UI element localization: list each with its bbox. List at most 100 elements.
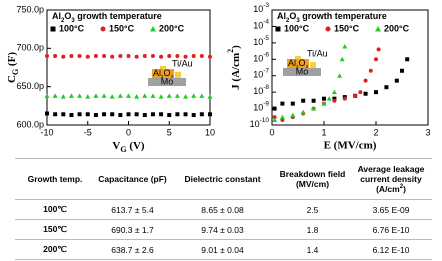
- legend-title: Al2O3 growth temperature: [277, 11, 387, 23]
- data-point: [102, 112, 107, 117]
- data-point: [272, 115, 277, 120]
- legend-label: 200°C: [159, 23, 185, 33]
- inset-dielectric: [152, 69, 174, 78]
- data-point: [301, 98, 306, 103]
- data-point: [118, 113, 123, 118]
- x-tick-label: 0: [126, 127, 131, 137]
- data-point: [208, 54, 212, 59]
- table-cell: 9.74 ± 0.03: [170, 219, 275, 240]
- legend-marker: [375, 26, 381, 32]
- data-point: [45, 111, 49, 116]
- inset-electrode: [175, 72, 181, 78]
- x-tick-label: -10: [40, 127, 53, 137]
- inset-electrode: [310, 62, 316, 68]
- data-point: [331, 89, 337, 95]
- legend-label: 150°C: [109, 23, 135, 33]
- data-point: [93, 113, 98, 118]
- data-point: [110, 54, 115, 59]
- data-point: [150, 112, 155, 117]
- data-point: [117, 93, 123, 98]
- data-point: [167, 113, 172, 118]
- data-point: [134, 94, 140, 99]
- data-point: [134, 112, 139, 117]
- data-point: [290, 112, 296, 118]
- data-point: [358, 90, 363, 95]
- data-point: [183, 54, 188, 59]
- table-cell: 2.5: [275, 199, 350, 220]
- table-cell: 1.4: [275, 239, 350, 260]
- table-cell: 9.01 ± 0.04: [170, 239, 275, 260]
- data-point: [85, 54, 90, 59]
- y-tick-label: 750.0p: [16, 4, 44, 14]
- inset-label: Mo: [161, 76, 174, 86]
- data-point: [69, 54, 74, 58]
- y-tick-label: 10-9: [253, 100, 269, 113]
- y-tick-label: 10-10: [250, 117, 270, 130]
- data-point: [101, 93, 107, 98]
- data-point: [199, 112, 204, 117]
- x-tick-label: 5: [167, 127, 172, 137]
- data-point: [109, 94, 115, 99]
- header-cell: Breakdown field (MV/cm): [275, 158, 350, 200]
- data-point: [85, 94, 91, 99]
- data-point: [61, 54, 66, 59]
- data-point: [134, 54, 139, 59]
- inset-label: Ti/Au: [172, 58, 193, 68]
- data-point: [394, 78, 399, 83]
- legend-marker: [50, 26, 56, 32]
- data-point: [199, 54, 204, 58]
- data-point: [77, 93, 83, 98]
- data-point: [102, 54, 107, 58]
- legend-marker: [325, 26, 331, 32]
- data-point: [175, 54, 180, 58]
- inset-label: Al2O3: [153, 68, 174, 78]
- data-point: [183, 112, 188, 117]
- plot-frame: [271, 9, 429, 126]
- data-point: [363, 78, 368, 83]
- data-point: [272, 106, 277, 111]
- table-row: 100℃ 613.7 ± 5.4 8.65 ± 0.08 2.5 3.65 E-09: [15, 199, 432, 220]
- x-tick-label: 10: [205, 127, 215, 137]
- table-cell: 638.7 ± 2.6: [95, 239, 170, 260]
- data-point: [183, 94, 189, 99]
- data-point: [150, 93, 156, 98]
- data-point: [207, 94, 213, 99]
- table-cell: 690.3 ± 1.7: [95, 219, 170, 240]
- data-point: [376, 47, 381, 52]
- data-point: [363, 91, 368, 96]
- data-point: [166, 93, 172, 98]
- legend-marker: [275, 26, 281, 32]
- x-tick-label: 2: [373, 127, 378, 137]
- data-point: [175, 112, 180, 117]
- data-point: [93, 54, 98, 58]
- data-point: [53, 54, 58, 58]
- data-point: [191, 113, 196, 118]
- data-point: [272, 117, 278, 123]
- data-point: [321, 101, 327, 106]
- table-cell: 8.65 ± 0.08: [170, 199, 275, 220]
- x-tick-label: 0: [269, 127, 274, 137]
- data-point: [326, 96, 332, 101]
- data-point: [118, 54, 123, 58]
- data-point: [53, 112, 58, 117]
- data-point: [280, 101, 285, 106]
- header-cell: Dielectric constant: [170, 158, 275, 200]
- data-point: [158, 94, 164, 99]
- data-point: [353, 93, 358, 98]
- legend-title: Al2O3 growth temperature: [52, 11, 162, 23]
- table-cell: 6.12 E-10: [350, 239, 432, 260]
- data-point: [142, 54, 147, 58]
- x-axis-label: VG (V): [112, 140, 145, 152]
- data-point: [400, 68, 404, 73]
- y-axis-label: CG (F): [6, 52, 21, 83]
- data-point: [110, 112, 115, 117]
- data-point: [191, 54, 196, 58]
- data-point: [142, 113, 147, 118]
- data-point: [332, 98, 337, 103]
- table-cell: 100℃: [15, 199, 95, 220]
- data-point: [93, 93, 99, 98]
- data-point: [279, 114, 285, 120]
- data-point: [69, 113, 74, 118]
- inset-label: Ti/Au: [307, 48, 328, 58]
